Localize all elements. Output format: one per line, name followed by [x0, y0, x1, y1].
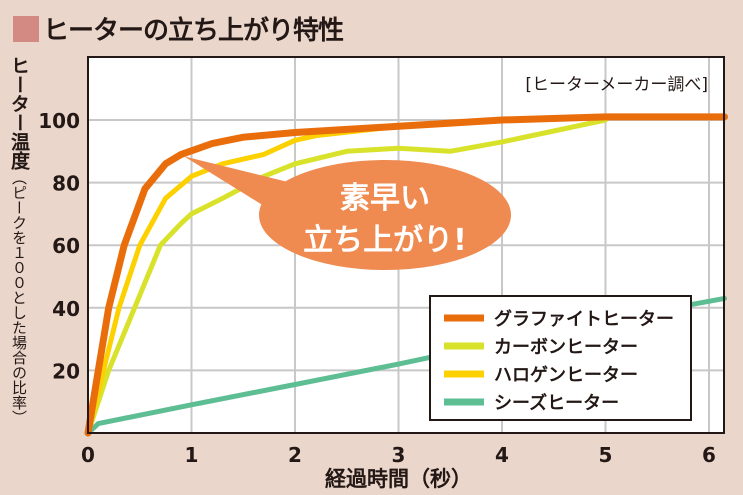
y-tick-label: 20: [52, 359, 80, 383]
x-tick-label: 0: [81, 443, 95, 467]
callout-bubble: [259, 160, 511, 270]
y-tick-label: 100: [38, 109, 80, 133]
source-note: [ヒーターメーカー調べ]: [525, 75, 708, 95]
x-tick-label: 6: [702, 443, 716, 467]
y-tick-label: 40: [52, 297, 80, 321]
x-tick-label: 3: [392, 443, 406, 467]
title-text: ヒーターの立ち上がり特性: [43, 16, 344, 46]
x-tick-label: 2: [288, 443, 302, 467]
series-line: [84, 113, 728, 437]
chart-title: ヒーターの立ち上がり特性: [13, 10, 344, 47]
callout-text-line2: 立ち上がり!: [303, 223, 467, 258]
plot-border: [87, 56, 725, 434]
x-tick-label: 1: [185, 443, 199, 467]
legend-label: シーズヒーター: [494, 392, 619, 414]
x-tick-label: 5: [599, 443, 613, 467]
callout-text-line1: 素早い: [340, 181, 430, 216]
legend-label: ハロゲンヒーター: [494, 364, 638, 386]
legend-label: カーボンヒーター: [494, 337, 638, 358]
y-axis-label-sub: （ピークを１００とした場合の比率）: [10, 170, 28, 425]
y-axis-label-main: ヒーター温度: [8, 56, 30, 170]
x-axis-label: 経過時間（秒）: [325, 467, 472, 491]
x-tick-label: 4: [495, 443, 509, 467]
legend-label: グラファイトヒーター: [494, 308, 674, 330]
y-tick-label: 60: [52, 234, 80, 258]
title-square-icon: [13, 15, 39, 42]
y-tick-label: 80: [52, 172, 80, 196]
y-axis-label: ヒーター温度（ピークを１００とした場合の比率）: [6, 56, 32, 425]
